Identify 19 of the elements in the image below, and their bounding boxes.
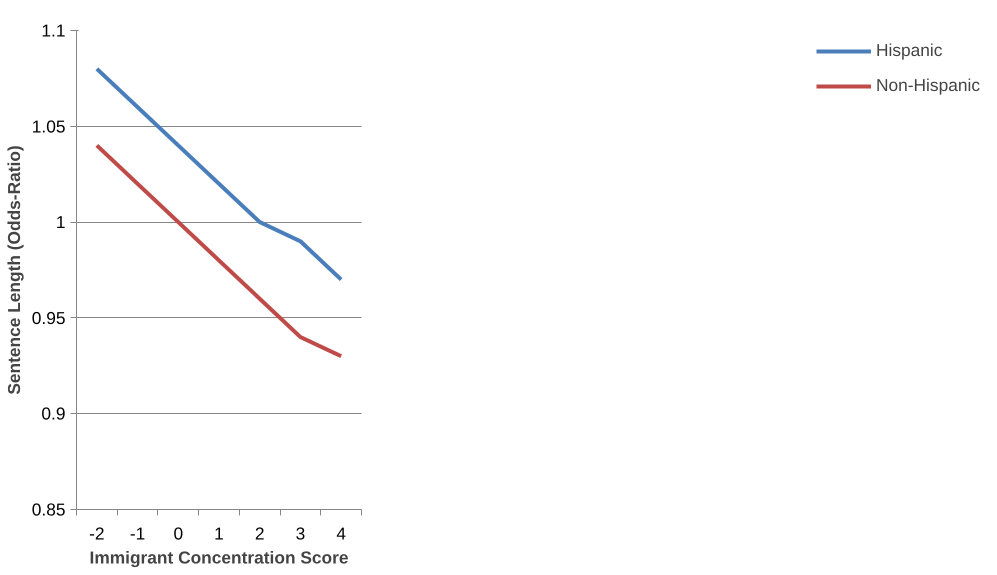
y-tick-label: 0.95 xyxy=(32,308,66,328)
x-tick-label: -1 xyxy=(130,524,146,544)
legend-label: Hispanic xyxy=(876,40,942,61)
y-tick-label: 1.1 xyxy=(41,20,66,40)
x-tick-label: 1 xyxy=(214,524,224,544)
y-tick-label: 1.05 xyxy=(32,116,66,136)
line-series xyxy=(94,66,344,282)
x-tick-label: 3 xyxy=(296,524,306,544)
x-tick-label: 0 xyxy=(173,524,184,544)
x-tick-label: -2 xyxy=(89,524,105,544)
legend-label: Non-Hispanic xyxy=(876,75,980,96)
y-tick-label: 1 xyxy=(56,212,66,232)
line-series xyxy=(94,143,344,358)
y-tick-label: 0.85 xyxy=(32,500,66,520)
y-axis-title: Sentence Length (Odds-Ratio) xyxy=(4,145,24,395)
x-tick-label: 4 xyxy=(336,524,346,544)
y-tick-label: 0.9 xyxy=(41,404,66,424)
x-axis-title: Immigrant Concentration Score xyxy=(90,548,349,568)
x-tick-label: 2 xyxy=(254,524,265,544)
